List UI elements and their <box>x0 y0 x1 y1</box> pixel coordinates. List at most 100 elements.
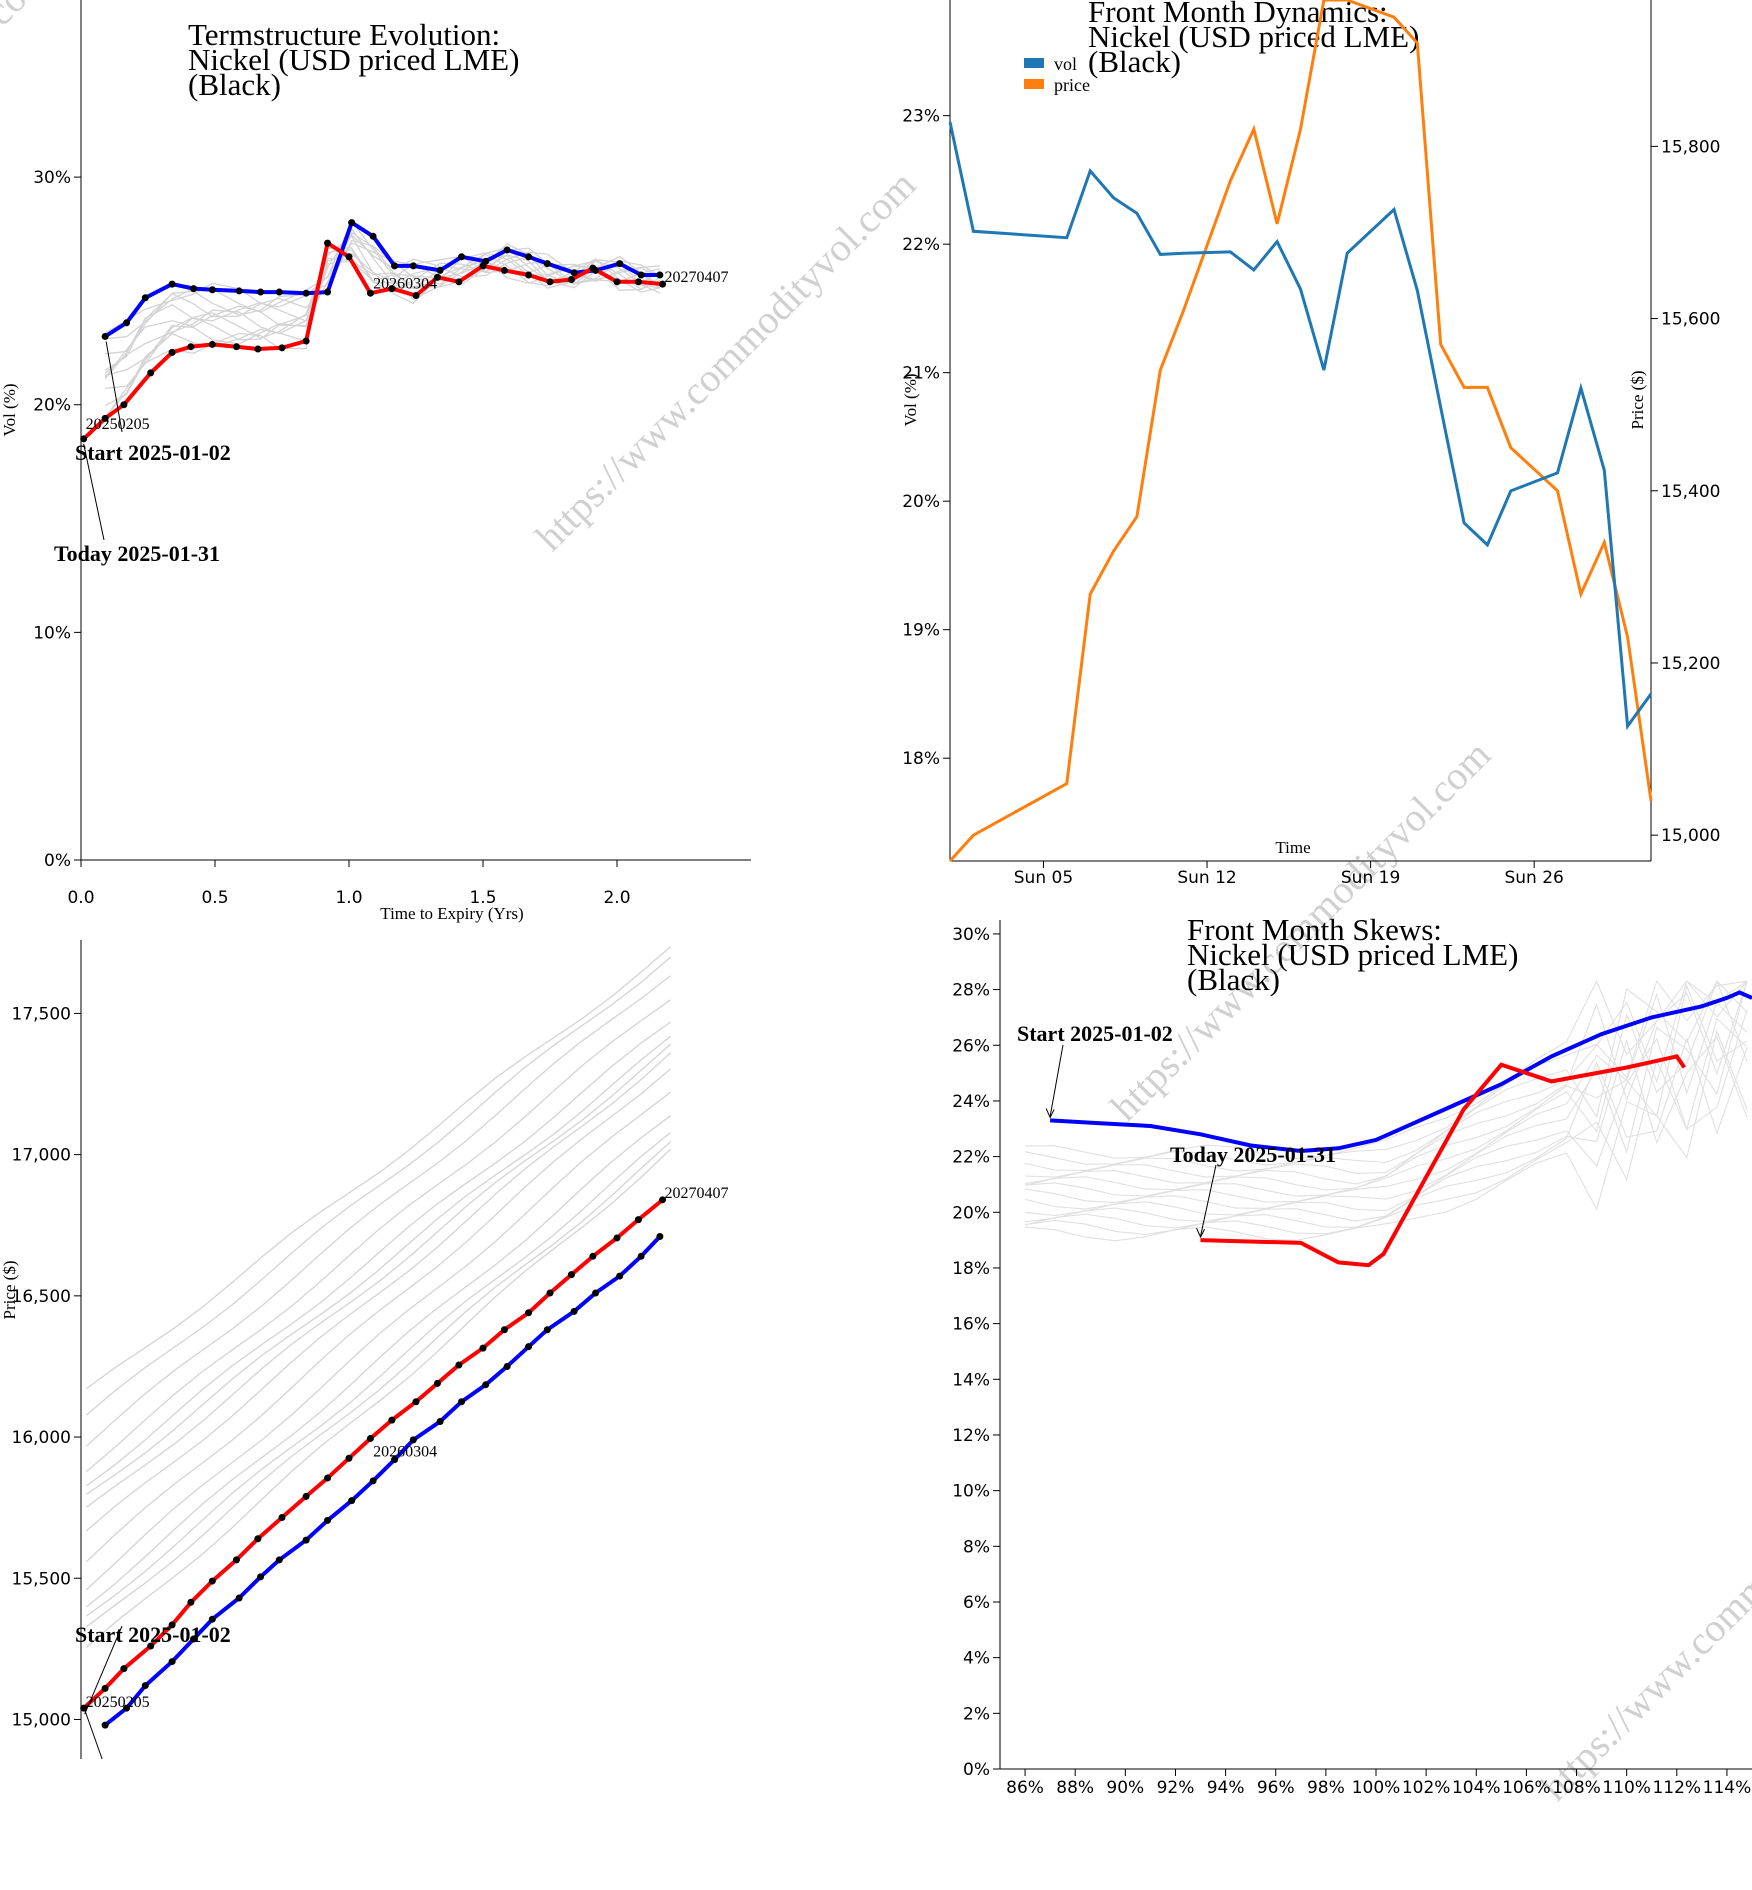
fm-x-label: Time <box>1275 838 1310 857</box>
pc-start-point <box>302 1536 310 1544</box>
sk-x-tick-label: 102% <box>1402 1778 1451 1798</box>
ts-x-tick-label: 1.0 <box>335 888 362 908</box>
ts-history-line <box>104 231 661 380</box>
sk-y-tick-label: 8% <box>963 1537 990 1557</box>
pc-today-point <box>634 1216 642 1224</box>
ts-start-point <box>123 319 131 327</box>
sk-x-tick-label: 104% <box>1452 1778 1501 1798</box>
ts-start-point <box>348 219 356 227</box>
ts-x-tick-label: 2.0 <box>603 888 630 908</box>
sk-y-tick-label: 26% <box>952 1036 990 1056</box>
ts-today-point <box>254 345 262 353</box>
ts-today-point <box>324 239 332 247</box>
sk-history-line <box>1024 980 1748 1166</box>
sk-x-tick-label: 96% <box>1257 1778 1295 1798</box>
sk-y-tick-label: 30% <box>952 925 990 945</box>
legend-swatch-price <box>1024 79 1044 89</box>
ts-today-point <box>613 278 621 286</box>
pc-start-point <box>458 1398 466 1406</box>
ts-expiry-label-middle: 20260304 <box>373 275 437 292</box>
pc-expiry-label-last: 20270407 <box>665 1185 729 1202</box>
sk-x-tick-label: 86% <box>1006 1778 1044 1798</box>
sk-x-tick-label: 98% <box>1307 1778 1345 1798</box>
pc-today-point <box>187 1598 195 1606</box>
ts-start-point <box>190 285 198 293</box>
pc-today-point <box>479 1344 487 1352</box>
sk-history-line <box>1024 980 1748 1172</box>
pc-start-point <box>235 1594 243 1602</box>
ts-start-point <box>168 280 176 288</box>
sk-x-tick-label: 90% <box>1106 1778 1144 1798</box>
ts-start-point <box>436 266 444 274</box>
pc-today-point <box>147 1642 155 1650</box>
sk-title-line-3: (Black) <box>1187 962 1280 997</box>
ts-start-point <box>616 260 624 268</box>
sk-history-line <box>1025 980 1748 1178</box>
pc-y-tick-label: 15,500 <box>12 1569 71 1589</box>
fm-left-tick-label: 23% <box>902 107 940 127</box>
ts-y-label: Vol (%) <box>0 383 19 436</box>
ts-start-point <box>543 260 551 268</box>
ts-start-point <box>503 246 511 254</box>
pc-today-point <box>366 1434 374 1442</box>
pc-start-point <box>348 1497 356 1505</box>
ts-today-point <box>479 262 487 270</box>
pc-start-point <box>592 1289 600 1297</box>
ts-title-line-1: Termstructure Evolution: <box>188 17 500 52</box>
ts-today-point <box>208 340 216 348</box>
ts-start-point <box>391 262 399 270</box>
ts-today-point <box>80 435 88 443</box>
pc-today-point <box>254 1535 262 1543</box>
pc-history-line <box>85 975 672 1447</box>
sk-annotation-today-arrow <box>1200 1164 1217 1237</box>
pc-today-point <box>168 1621 176 1629</box>
price-curve-chart: Price ($) 15,000 15,500 16,000 16,500 17,000… <box>0 940 729 1760</box>
ts-today-point <box>500 266 508 274</box>
ts-today-point <box>433 273 441 281</box>
sk-history-line <box>1024 1036 1748 1229</box>
ts-history-line <box>104 252 661 418</box>
fm-x-tick-label: Sun 12 <box>1177 868 1236 888</box>
pc-start-point <box>543 1326 551 1334</box>
pc-today-point <box>455 1361 463 1369</box>
pc-start-point <box>503 1362 511 1370</box>
pc-start-point <box>190 1635 198 1643</box>
pc-y-label: Price ($) <box>0 1260 19 1319</box>
front-month-skews-chart: Front Month Skews: Nickel (USD priced LM… <box>952 912 1752 1798</box>
ts-y-tick-label: 0% <box>44 851 71 871</box>
ts-start-point <box>324 288 332 296</box>
ts-today-point <box>634 278 642 286</box>
ts-start-point <box>235 287 243 295</box>
pc-start-point <box>257 1573 265 1581</box>
pc-today-point <box>101 1684 109 1692</box>
ts-start-point <box>257 288 265 296</box>
pc-start-point <box>324 1516 332 1524</box>
ts-x-tick-label: 0.0 <box>67 888 94 908</box>
ts-today-point <box>455 278 463 286</box>
sk-y-tick-label: 4% <box>963 1649 990 1669</box>
pc-history-line <box>85 1068 672 1563</box>
legend-label-vol: vol <box>1054 54 1077 74</box>
pc-today-point <box>278 1514 286 1522</box>
sk-y-tick-label: 6% <box>963 1593 990 1613</box>
fm-x-tick-label: Sun 19 <box>1341 868 1400 888</box>
ts-today-point <box>302 337 310 345</box>
ts-start-point <box>656 271 664 279</box>
sk-x-tick-label: 114% <box>1703 1778 1752 1798</box>
ts-start-point <box>525 253 533 261</box>
sk-x-tick-label: 100% <box>1352 1778 1401 1798</box>
ts-expiry-label-first: 20250205 <box>86 416 150 433</box>
pc-y-tick-label: 17,000 <box>12 1146 71 1166</box>
ts-annotation-start-arrow <box>105 341 123 433</box>
pc-today-point <box>525 1309 533 1317</box>
sk-annotation-start-arrow <box>1049 1044 1064 1117</box>
sk-y-tick-label: 22% <box>952 1148 990 1168</box>
pc-history-line <box>85 1148 672 1648</box>
legend-swatch-vol <box>1024 58 1044 68</box>
pc-today-point <box>546 1289 554 1297</box>
pc-today-point <box>412 1398 420 1406</box>
pc-start-point <box>656 1233 664 1241</box>
ts-today-point <box>546 278 554 286</box>
sk-history-line <box>1025 1010 1748 1235</box>
